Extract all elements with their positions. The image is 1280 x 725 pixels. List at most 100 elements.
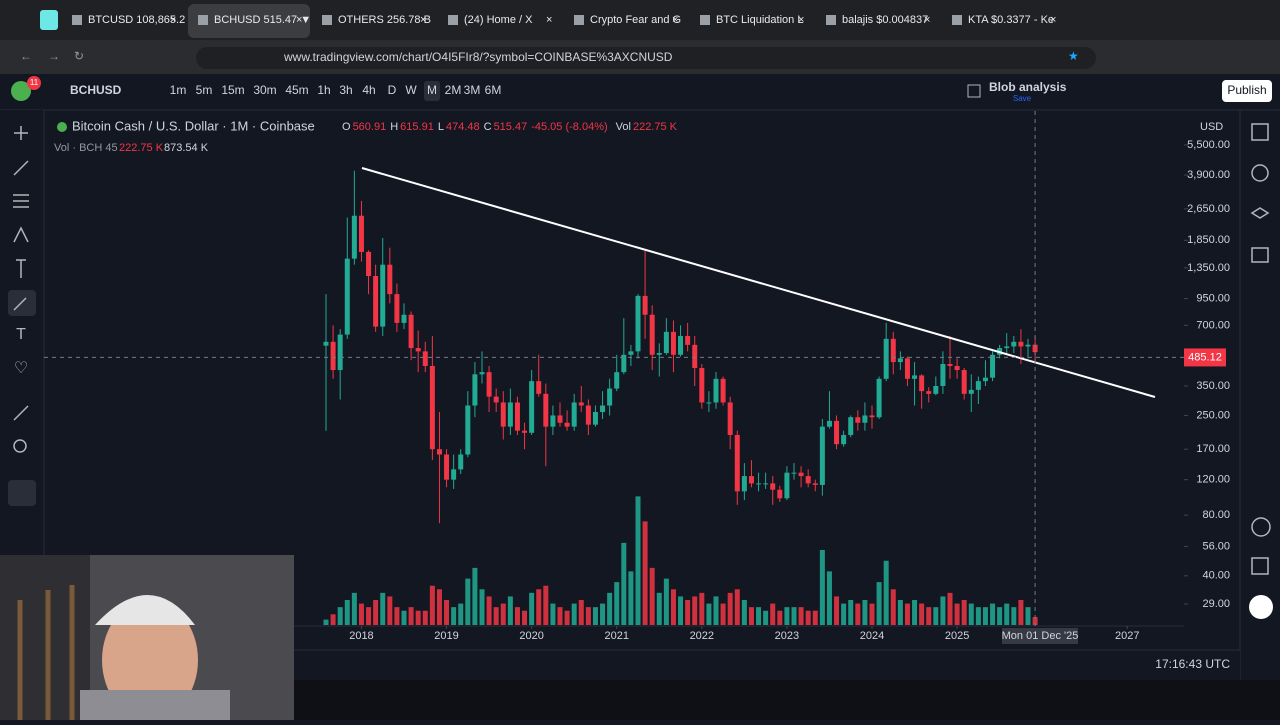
candle-body (713, 378, 719, 403)
interval[interactable]: 2M (445, 83, 462, 97)
candle-body (493, 396, 499, 403)
back[interactable]: ← (20, 49, 32, 63)
tab[interactable] (62, 4, 184, 38)
candle-body (628, 351, 634, 355)
interval[interactable]: 3M (464, 83, 481, 97)
ruler[interactable] (13, 405, 29, 421)
guitars (17, 585, 75, 720)
tab-title: BTCUSD 108,865.2 (88, 14, 185, 26)
candle-body (770, 483, 776, 490)
watchlist[interactable] (1251, 123, 1269, 141)
interval[interactable]: W (405, 83, 417, 97)
interval[interactable]: D (388, 83, 397, 97)
layers[interactable] (1250, 207, 1270, 219)
symbol[interactable]: BCHUSD (70, 83, 122, 97)
target[interactable] (1251, 517, 1271, 537)
favorites[interactable]: ♡ (14, 360, 28, 377)
home-tab[interactable] (40, 10, 58, 30)
candle-body (543, 393, 549, 427)
alerts[interactable] (1251, 164, 1269, 182)
interval[interactable]: 1m (170, 83, 187, 97)
candle-body (720, 378, 726, 403)
blob-analysis[interactable]: Blob analysis (989, 80, 1067, 94)
interval[interactable]: 5m (196, 83, 213, 97)
candle-body (529, 381, 535, 433)
bookmark-star[interactable]: ★ (1068, 49, 1079, 63)
chat[interactable] (1251, 247, 1269, 263)
interval[interactable]: 30m (253, 83, 276, 97)
tab-close[interactable]: × (672, 14, 678, 26)
checkbox[interactable] (967, 84, 981, 98)
forward[interactable]: → (48, 49, 60, 63)
favicon (448, 15, 458, 25)
url-field[interactable] (196, 47, 1096, 69)
tab-title: OTHERS 256.78 B (338, 14, 431, 26)
favicon (198, 15, 208, 25)
tab-title: balajis $0.004837 (842, 14, 928, 26)
tab[interactable] (438, 4, 560, 38)
avatar[interactable] (11, 81, 31, 101)
tab-close[interactable]: × (170, 14, 176, 26)
tab-close[interactable]: × (296, 14, 302, 26)
tab[interactable] (188, 4, 310, 38)
candle-body (380, 264, 386, 327)
candle-body (401, 314, 407, 323)
tab-close[interactable]: × (420, 14, 426, 26)
tab-close[interactable]: × (546, 14, 552, 26)
candle-body (947, 364, 953, 366)
candle-body (635, 295, 641, 352)
tab[interactable] (690, 4, 812, 38)
candle-body (621, 354, 627, 373)
interval[interactable]: 3h (339, 83, 352, 97)
tab[interactable] (564, 4, 686, 38)
candle-body (585, 405, 591, 425)
zoom[interactable] (13, 439, 27, 453)
fib-tool[interactable] (13, 194, 29, 208)
candle-body (734, 434, 740, 492)
webcam (0, 555, 294, 720)
vol-value: 222.75 K (119, 142, 164, 154)
crosshair-tool[interactable] (14, 126, 28, 140)
y-tick-label: 700.00 (1196, 319, 1230, 331)
tab[interactable] (816, 4, 938, 38)
currency[interactable]: USD (1200, 121, 1223, 133)
magnet[interactable] (8, 480, 36, 506)
calendar[interactable] (1251, 557, 1269, 575)
apps[interactable] (1249, 595, 1273, 619)
interval[interactable]: 45m (285, 83, 308, 97)
candle-body (458, 454, 464, 470)
candle-body (819, 426, 825, 485)
text-tool[interactable]: T (16, 326, 26, 343)
candle-body (968, 389, 974, 394)
interval[interactable]: 6M (485, 83, 502, 97)
legend-value: -45.05 (-8.04%) (531, 121, 607, 133)
publish-button[interactable] (1222, 80, 1272, 102)
candle-body (862, 415, 868, 423)
tab-close[interactable]: × (798, 14, 804, 26)
tab[interactable] (312, 4, 434, 38)
candle-body (975, 381, 981, 390)
badge: 11 (30, 78, 39, 87)
candle-body (394, 294, 400, 323)
measure-tool[interactable] (16, 259, 26, 278)
interval[interactable]: 15m (221, 83, 244, 97)
interval[interactable]: 1h (317, 83, 330, 97)
legend-value: Vol (616, 121, 631, 133)
trendline-tool[interactable] (13, 160, 29, 176)
candle-body (883, 338, 889, 379)
reload[interactable]: ↻ (74, 49, 84, 63)
interval[interactable]: M (427, 83, 437, 97)
candle-body (685, 335, 691, 345)
x-tick-label: 2023 (775, 630, 799, 642)
tab-close[interactable]: × (924, 14, 930, 26)
candle-body (507, 402, 513, 427)
pattern-tool[interactable] (13, 226, 29, 243)
save[interactable]: Save (1013, 94, 1032, 103)
candle-body (351, 215, 357, 259)
candle-body (990, 354, 996, 378)
interval[interactable]: 4h (362, 83, 375, 97)
favicon (952, 15, 962, 25)
brush-tool (13, 297, 27, 311)
tab-close[interactable]: × (1050, 14, 1056, 26)
tab[interactable] (942, 4, 1064, 38)
